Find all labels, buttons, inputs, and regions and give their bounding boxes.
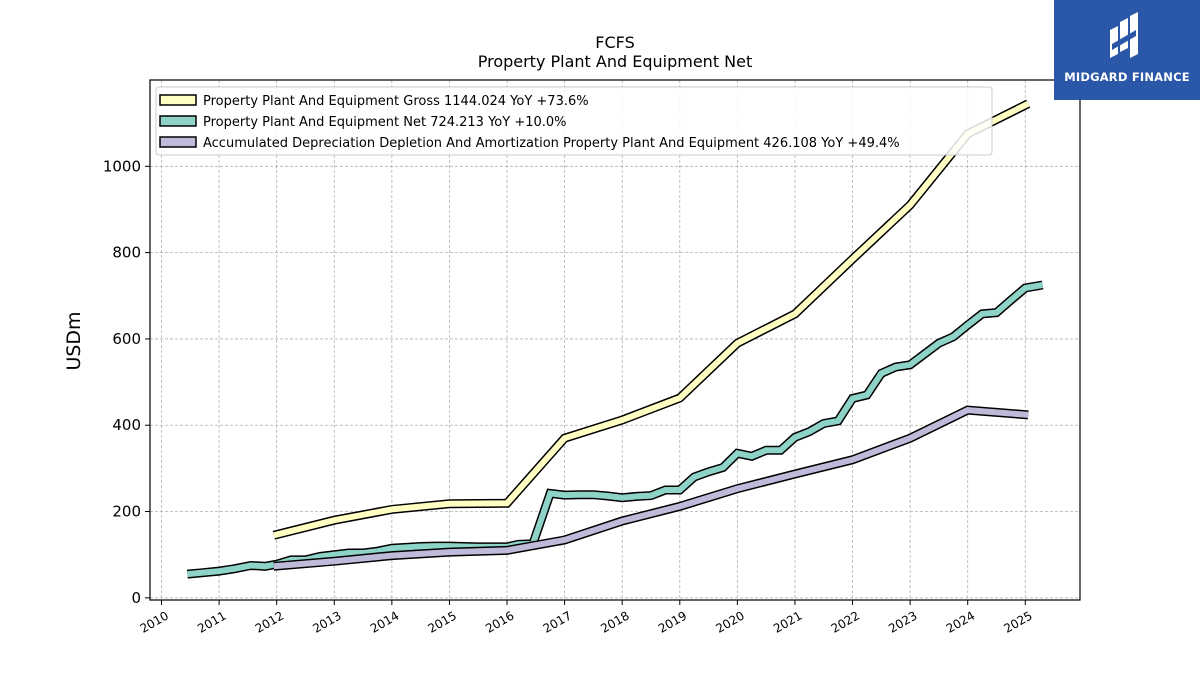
series-line-outline	[272, 99, 1031, 540]
series-2	[186, 280, 1044, 579]
series-line	[273, 101, 1030, 539]
legend-label: Property Plant And Equipment Gross 1144.…	[203, 94, 589, 109]
y-tick-label: 1000	[103, 157, 141, 175]
legend-item: Property Plant And Equipment Net 724.213…	[159, 115, 567, 130]
y-tick-label: 800	[112, 244, 141, 262]
series-line	[187, 282, 1044, 578]
legend-box	[155, 86, 993, 156]
legend-swatch	[159, 94, 197, 106]
series-3	[273, 405, 1029, 571]
legend-item: Property Plant And Equipment Gross 1144.…	[159, 94, 589, 109]
legend: Property Plant And Equipment Gross 1144.…	[155, 86, 993, 156]
y-tick-label: 0	[131, 589, 141, 607]
grid	[150, 80, 1080, 600]
y-axis-label: USDm	[63, 311, 85, 370]
legend-label: Property Plant And Equipment Net 724.213…	[203, 115, 567, 130]
plot-frame	[149, 79, 1081, 601]
x-tick-label: 2011	[195, 608, 228, 635]
x-tick-label: 2015	[425, 608, 458, 635]
x-tick-label: 2024	[944, 608, 977, 635]
legend-label: Accumulated Depreciation Depletion And A…	[203, 136, 900, 151]
x-tick-label: 2017	[541, 608, 574, 635]
chart-title: FCFS	[595, 33, 634, 52]
x-tick-label: 2018	[598, 608, 631, 635]
x-tick-label: 2013	[310, 608, 343, 635]
chart-subtitle: Property Plant And Equipment Net	[478, 52, 753, 71]
brand-mark-icon	[1110, 12, 1138, 58]
legend-swatch	[159, 136, 197, 148]
x-tick-label: 2019	[656, 608, 689, 635]
y-tick-label: 600	[112, 330, 141, 348]
y-tick-label: 200	[112, 503, 141, 521]
legend-swatch	[159, 115, 197, 127]
y-axis: 0 200 400 600 800 1000	[103, 157, 150, 607]
series-layer	[186, 99, 1044, 579]
x-tick-label: 2022	[829, 608, 862, 635]
legend-item: Accumulated Depreciation Depletion And A…	[159, 136, 900, 151]
brand-logo: MIDGARD FINANCE	[1054, 0, 1200, 100]
brand-name: MIDGARD FINANCE	[1064, 70, 1190, 84]
x-tick-label: 2012	[253, 608, 286, 635]
x-tick-label: 2021	[771, 608, 804, 635]
series-1	[272, 99, 1031, 540]
series-line-outline	[186, 280, 1044, 579]
series-line	[273, 407, 1029, 570]
x-tick-label: 2016	[483, 608, 516, 635]
x-tick-label: 2023	[886, 608, 919, 635]
x-tick-label: 2020	[713, 608, 746, 635]
x-axis: 2010 2011 2012 2013 2014 2015 2016 2017 2018 2019…	[138, 600, 1035, 636]
y-tick-label: 400	[112, 416, 141, 434]
x-tick-label: 2014	[368, 608, 401, 635]
x-tick-label: 2010	[138, 608, 171, 635]
x-tick-label: 2025	[1001, 608, 1034, 635]
